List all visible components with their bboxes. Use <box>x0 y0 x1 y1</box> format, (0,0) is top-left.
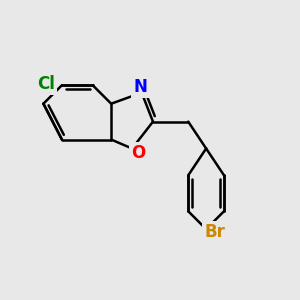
Text: Cl: Cl <box>38 75 55 93</box>
Text: Br: Br <box>204 223 225 241</box>
Text: O: O <box>131 144 145 162</box>
Text: N: N <box>133 78 147 96</box>
